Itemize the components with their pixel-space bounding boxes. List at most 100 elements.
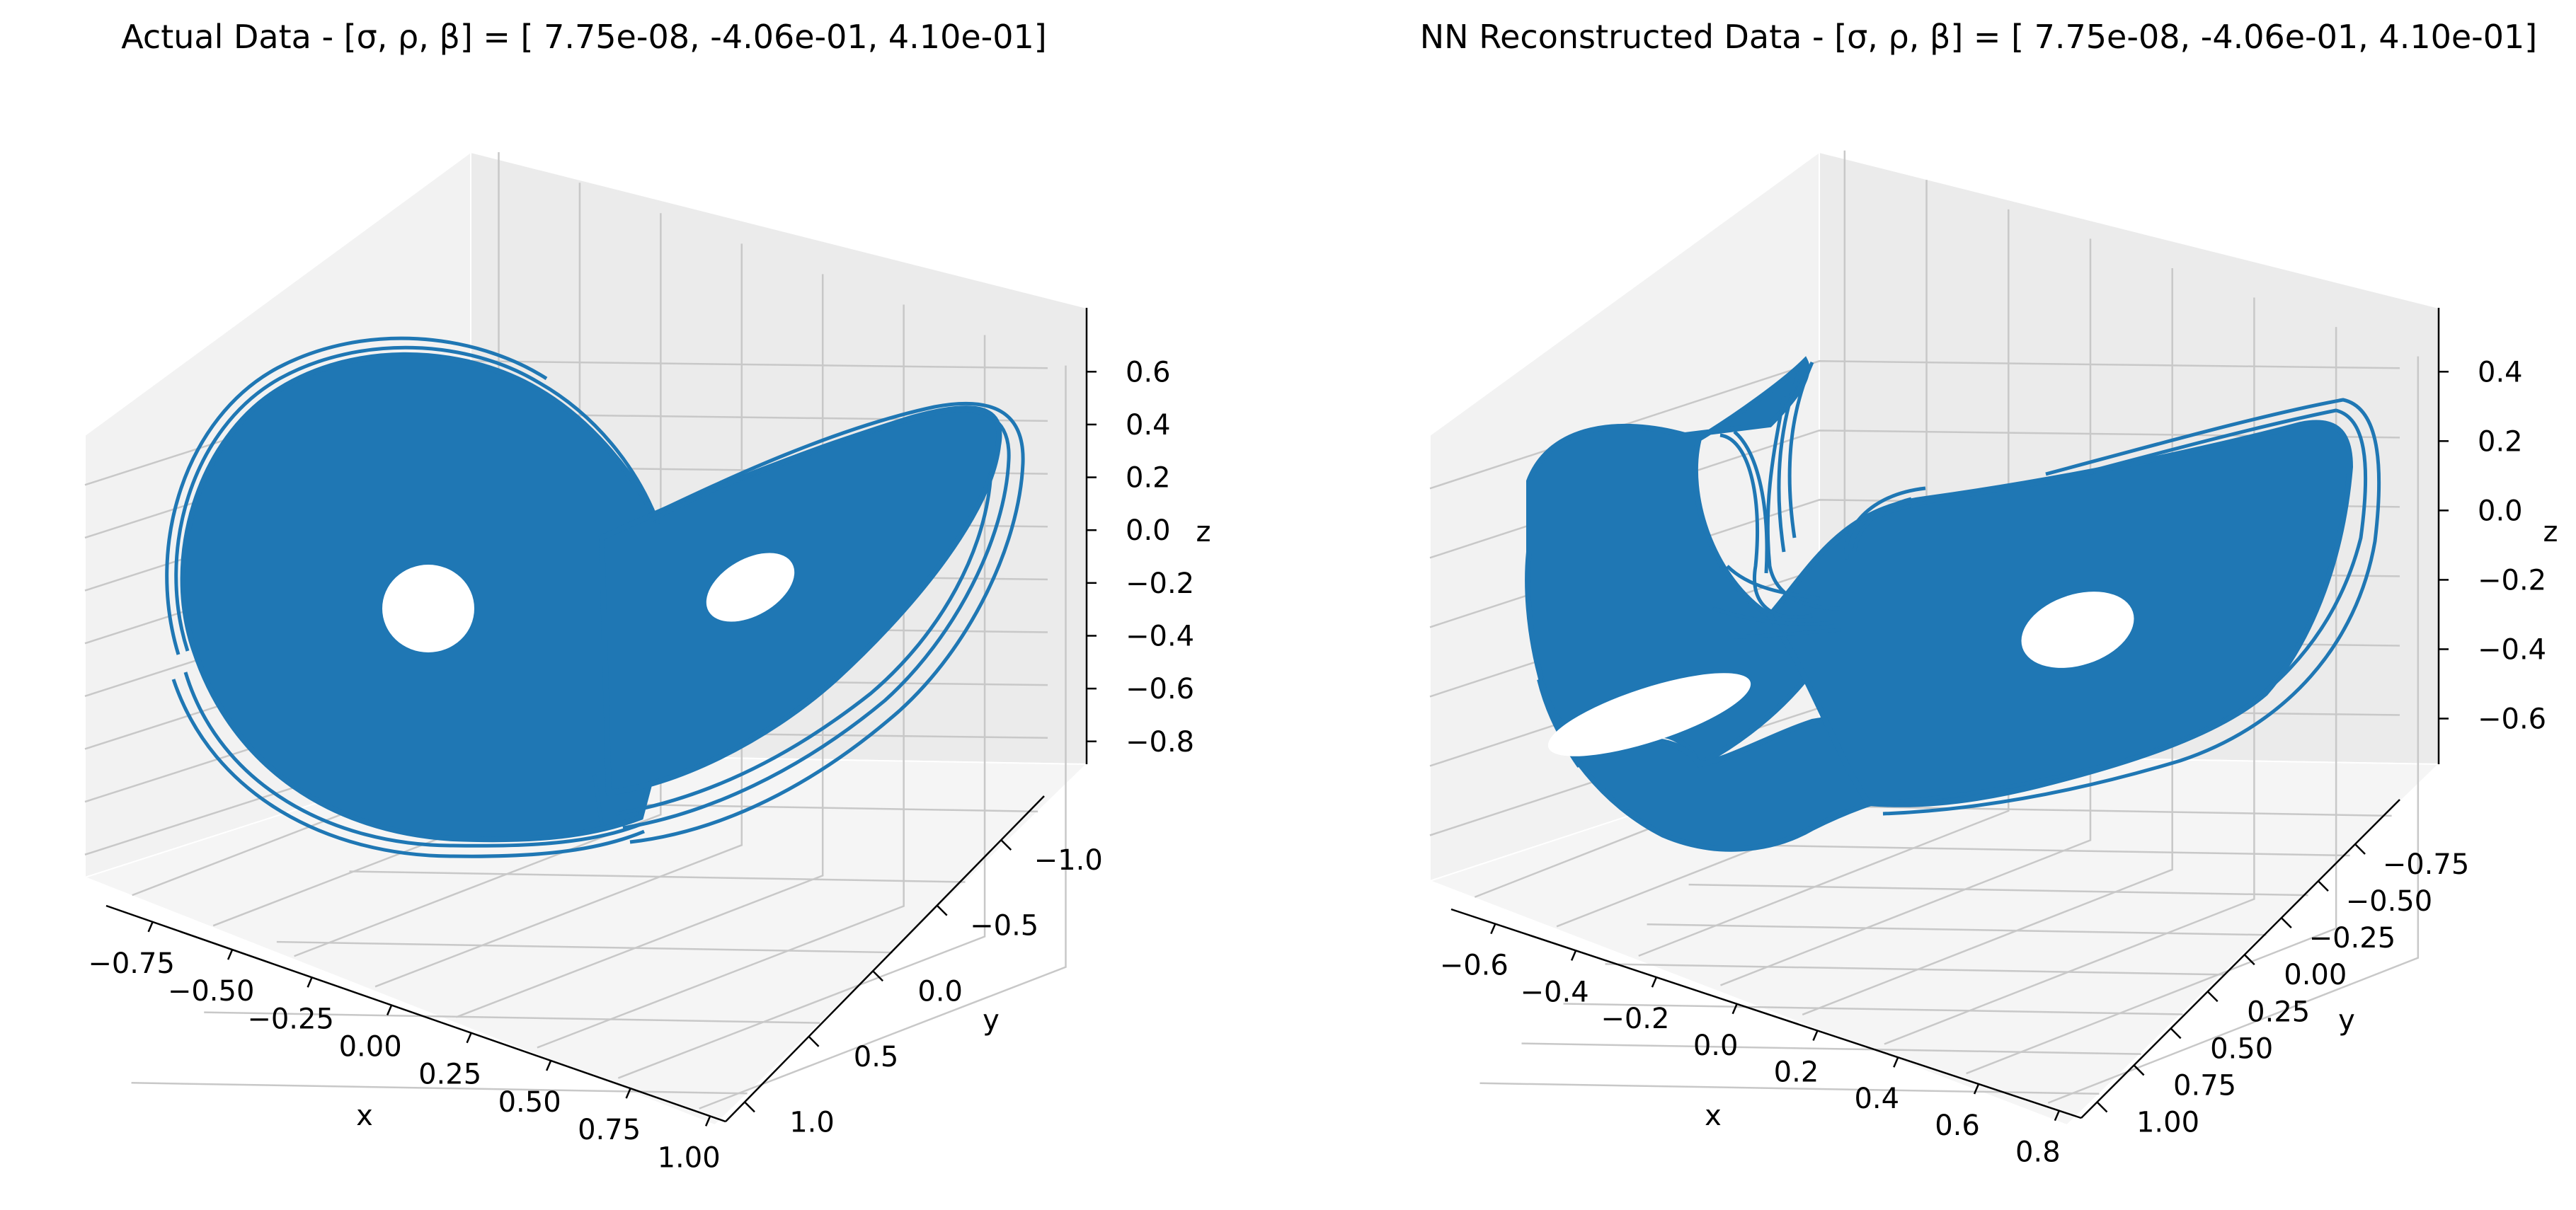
y-grid-line	[1688, 883, 2308, 897]
x-tick-mark	[466, 1032, 472, 1044]
y-tick-label: 0.25	[2247, 996, 2310, 1028]
z-tick-label: 0.0	[1126, 514, 1171, 547]
y-grid-line	[1563, 1003, 2183, 1015]
x-tick-label: 0.0	[1693, 1030, 1739, 1062]
x-tick-label: 0.2	[1774, 1056, 1819, 1089]
x-grid-line	[294, 213, 662, 957]
y-tick-mark	[744, 1101, 755, 1113]
x-tick-label: −0.4	[1521, 976, 1589, 1008]
attractor-outer-orbits	[165, 336, 1025, 858]
y-tick-mark	[2354, 843, 2366, 855]
y-grid-line	[349, 870, 966, 883]
chart-title: Actual Data - [σ, ρ, β] = [ 7.75e-08, -4…	[121, 18, 1046, 56]
x-grid-line	[1720, 238, 2092, 986]
x-tick-mark	[1490, 923, 1496, 935]
y-grid-line	[1730, 843, 2350, 857]
z-tick-label: −0.8	[1126, 726, 1194, 759]
x-tick-mark	[625, 1088, 631, 1099]
x-axis-label: x	[1705, 1100, 1722, 1132]
y-grid-line	[131, 1082, 748, 1095]
z-axis-label: z	[1196, 516, 1211, 548]
y-tick-mark	[2133, 1064, 2145, 1076]
y-grid-line	[276, 940, 893, 954]
y-tick-label: −1.0	[1034, 844, 1103, 877]
y-grid-line	[1772, 804, 2392, 817]
y-tick-mark	[2243, 954, 2255, 966]
x-tick-mark	[1651, 976, 1658, 988]
x-tick-label: 0.25	[418, 1059, 481, 1091]
x-grid-line	[699, 365, 1067, 1110]
x-tick-label: 0.75	[578, 1114, 641, 1146]
x-tick-label: 0.50	[498, 1086, 561, 1119]
y-grid-line	[1605, 963, 2225, 976]
chart-title: NN Reconstructed Data - [σ, ρ, β] = [ 7.…	[1420, 18, 2537, 56]
y-tick-label: 0.00	[2284, 959, 2347, 991]
x-tick-mark	[1973, 1083, 1980, 1095]
z-tick-label: 0.0	[2478, 495, 2523, 527]
x-tick-label: −0.6	[1440, 950, 1509, 982]
attractor-left-eye	[1547, 673, 1751, 756]
y-tick-mark	[2170, 1027, 2182, 1039]
attractor-right-eye	[706, 553, 795, 622]
x-tick-mark	[147, 921, 154, 933]
z-tick-label: −0.2	[1126, 567, 1194, 600]
z-tick-label: 0.6	[1126, 356, 1171, 388]
x-tick-mark	[1893, 1056, 1899, 1068]
z-tick-label: −0.4	[2478, 633, 2546, 666]
y-grid-line	[1521, 1042, 2141, 1055]
z-tick-label: −0.6	[2478, 703, 2546, 736]
x-tick-mark	[386, 1005, 393, 1016]
x-grid-line	[2047, 356, 2420, 1104]
x-tick-label: −0.75	[88, 947, 175, 980]
y-grid-line	[1479, 1082, 2100, 1095]
z-axis-label: z	[2543, 516, 2558, 548]
attractor-trajectory	[1525, 356, 2381, 852]
y-tick-label: −0.25	[2309, 922, 2396, 955]
y-tick-label: 0.75	[2173, 1069, 2236, 1102]
x-tick-mark	[1812, 1030, 1819, 1042]
z-tick-label: 0.4	[2478, 356, 2523, 388]
x-tick-label: 0.00	[339, 1031, 402, 1064]
x-grid-line	[617, 335, 986, 1079]
x-tick-label: 1.00	[658, 1141, 721, 1174]
z-tick-label: −0.2	[2478, 564, 2546, 597]
y-tick-mark	[936, 904, 948, 916]
y-tick-label: −0.75	[2383, 848, 2470, 881]
y-tick-label: −0.5	[970, 910, 1038, 943]
y-tick-mark	[2280, 917, 2292, 929]
y-grid-line	[1647, 923, 2267, 936]
x-axis-label: x	[356, 1100, 373, 1132]
z-tick-label: 0.4	[1126, 409, 1171, 442]
z-tick-label: 0.2	[2478, 425, 2523, 458]
y-tick-label: −0.50	[2346, 885, 2433, 918]
y-tick-mark	[2096, 1101, 2108, 1113]
x-grid-line	[1638, 209, 2010, 957]
x-tick-mark	[227, 949, 234, 960]
y-tick-mark	[808, 1035, 820, 1047]
attractor-trajectory	[165, 336, 1025, 858]
x-tick-label: −0.50	[168, 975, 255, 1008]
x-tick-label: 0.8	[2015, 1136, 2061, 1169]
y-tick-mark	[2318, 880, 2329, 892]
z-tick-label: 0.2	[1126, 462, 1171, 495]
y-tick-mark	[1000, 839, 1012, 851]
x-tick-label: −0.2	[1601, 1003, 1669, 1035]
x-tick-label: 0.4	[1854, 1083, 1899, 1115]
panel-nn-reconstructed: NN Reconstructed Data - [σ, ρ, β] = [ 7.…	[1420, 18, 2558, 1169]
attractor-left-eye-inner	[393, 575, 464, 643]
attractor-strands	[1712, 361, 2381, 816]
x-tick-mark	[1570, 950, 1577, 961]
panel-actual-data: Actual Data - [σ, ρ, β] = [ 7.75e-08, -4…	[83, 18, 1211, 1174]
x-tick-mark	[2054, 1110, 2060, 1122]
y-tick-label: 1.00	[2136, 1107, 2199, 1139]
x-tick-mark	[1731, 1003, 1738, 1015]
y-tick-label: 1.0	[789, 1106, 835, 1139]
y-tick-label: 0.5	[854, 1041, 899, 1073]
y-grid-line	[204, 1011, 820, 1024]
x-tick-mark	[704, 1115, 711, 1127]
x-tick-label: 0.6	[1935, 1110, 1980, 1142]
z-tick-label: −0.6	[1126, 673, 1194, 705]
z-tick-label: −0.4	[1126, 620, 1194, 652]
y-tick-mark	[2206, 991, 2219, 1003]
